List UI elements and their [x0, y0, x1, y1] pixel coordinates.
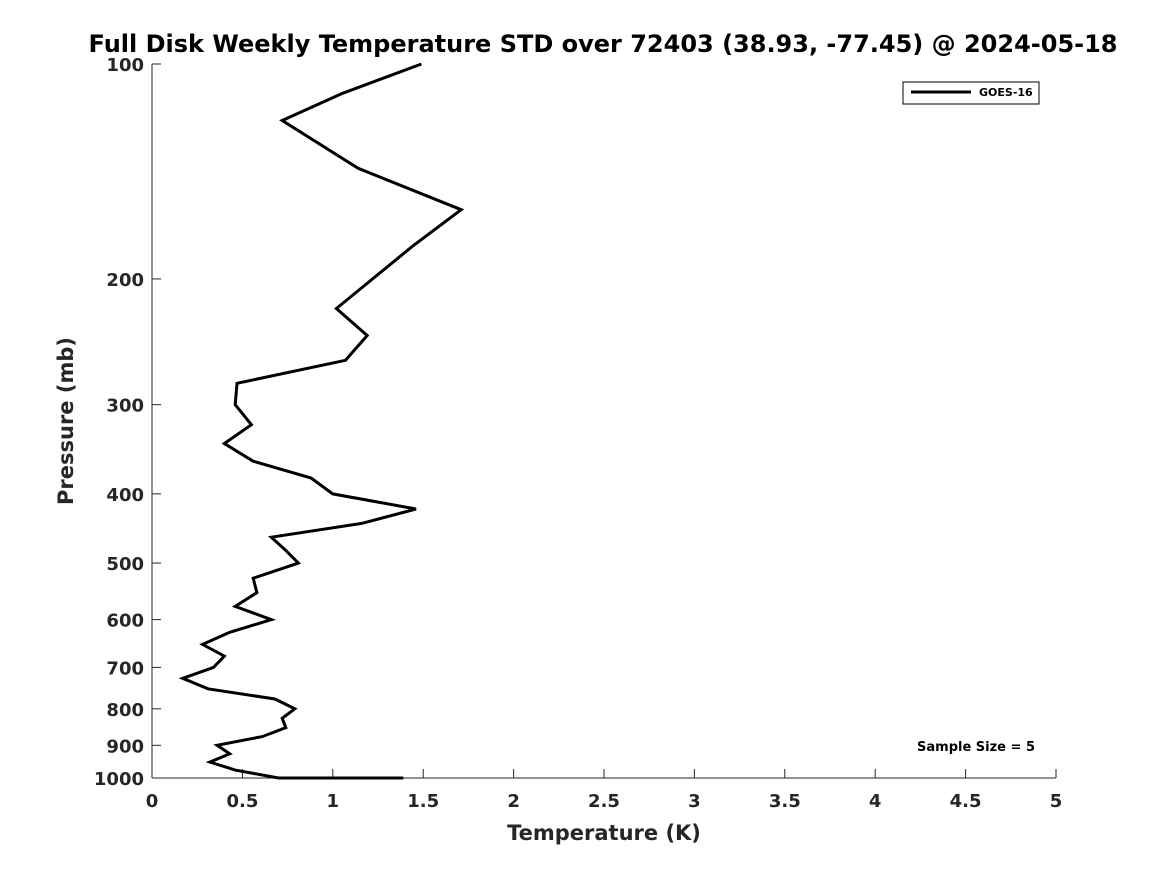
- y-tick-label: 700: [106, 658, 144, 679]
- series-line-goes-16: [178, 62, 465, 780]
- y-tick-label: 900: [106, 736, 144, 757]
- x-tick-label: 5: [1050, 791, 1063, 812]
- y-tick-label: 600: [106, 611, 144, 632]
- y-tick-label: 400: [106, 485, 144, 506]
- x-tick-label: 3.5: [769, 791, 801, 812]
- x-tick-label: 0: [146, 791, 159, 812]
- legend-label: GOES-16: [979, 86, 1033, 99]
- y-tick-label: 200: [106, 270, 144, 291]
- x-tick-label: 3: [688, 791, 701, 812]
- y-tick-label: 300: [106, 396, 144, 417]
- y-tick-label: 800: [106, 700, 144, 721]
- series: [178, 62, 465, 780]
- y-tick-label: 100: [106, 55, 144, 76]
- x-tick-label: 4: [869, 791, 882, 812]
- x-tick-label: 1: [327, 791, 340, 812]
- x-tick-label: 1.5: [407, 791, 439, 812]
- x-tick-label: 4.5: [950, 791, 982, 812]
- y-axis-label: Pressure (mb): [54, 337, 78, 505]
- sample-size-annotation: Sample Size = 5: [917, 740, 1035, 755]
- x-tick-label: 2.5: [588, 791, 620, 812]
- x-axis-label: Temperature (K): [507, 821, 701, 845]
- x-tick-label: 2: [507, 791, 520, 812]
- x-tick-label: 0.5: [226, 791, 258, 812]
- y-tick-label: 500: [106, 554, 144, 575]
- chart-title: Full Disk Weekly Temperature STD over 72…: [89, 30, 1118, 58]
- legend: GOES-16: [902, 81, 1040, 105]
- axes: [151, 64, 1056, 779]
- y-tick-label: 1000: [94, 769, 144, 790]
- ticks: 0 0.5 1 1.5 2 2.5 3 3.5 4 4.5 5 100 200 300 400 500 600 7…: [94, 55, 1062, 812]
